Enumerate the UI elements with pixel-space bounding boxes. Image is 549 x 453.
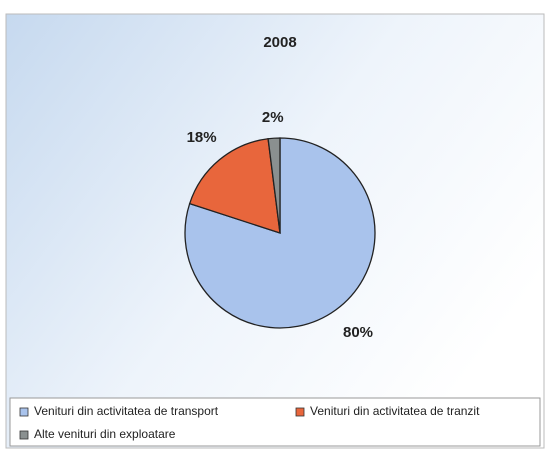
- legend-swatch: [19, 430, 29, 440]
- legend-label: Venituri din activitatea de transport: [34, 404, 219, 418]
- data-label: 80%: [343, 324, 373, 341]
- legend-label: Alte venituri din exploatare: [34, 427, 176, 441]
- legend-swatch: [295, 407, 305, 417]
- legend-box: [9, 397, 541, 447]
- chart-title: 2008: [263, 34, 296, 51]
- data-label: 18%: [187, 129, 217, 146]
- data-label: 2%: [262, 109, 284, 126]
- legend-label: Venituri din activitatea de tranzit: [310, 404, 480, 418]
- legend-swatch: [19, 407, 29, 417]
- pie-slice: [267, 137, 281, 234]
- pie-slice: [188, 138, 281, 234]
